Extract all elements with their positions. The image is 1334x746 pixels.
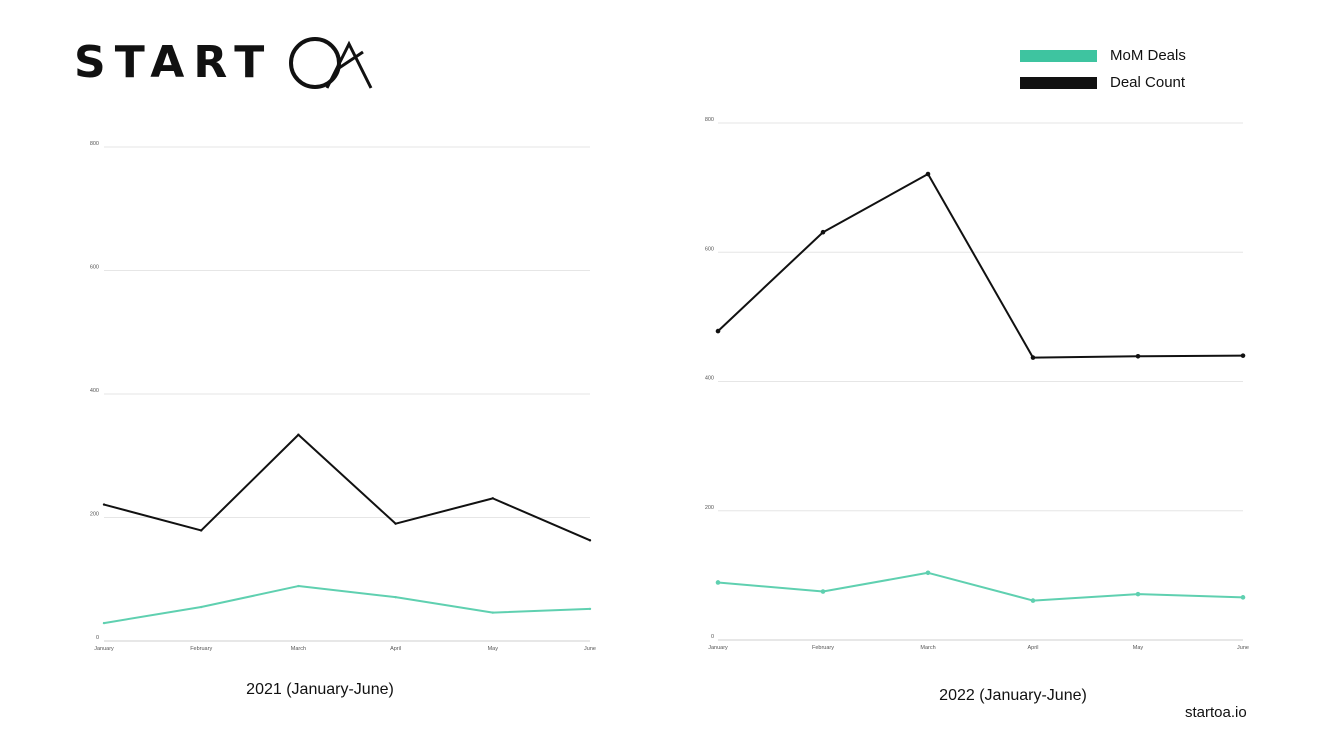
chart-2022-deal-count-point — [820, 229, 826, 235]
chart-2022-ytick-label: 800 — [705, 117, 714, 123]
chart-2021-mom-deals-point — [394, 595, 397, 599]
chart-2022-xtick-label: January — [708, 645, 728, 651]
chart-2021-xtick-label: March — [291, 646, 306, 652]
chart-2021-xtick-label: February — [190, 646, 212, 652]
chart-2021-xtick-label: April — [390, 646, 401, 652]
chart-2021-xtick-label: January — [94, 646, 114, 652]
chart-2021-deal-count-point — [588, 539, 592, 542]
legend-label-deal-count: Deal Count — [1110, 74, 1186, 91]
chart-2022-ytick-label: 0 — [711, 634, 714, 640]
chart-2021-mom-deals-point — [102, 621, 106, 625]
chart-2021-deal-count-point — [394, 522, 397, 525]
chart-2021-xtick-label: May — [488, 646, 499, 652]
chart-2022-deal-count-point — [1240, 353, 1246, 358]
chart-2022-xtick-label: February — [812, 645, 834, 651]
chart-2021-ytick-label: 200 — [90, 512, 99, 518]
chart-2021-mom-deals-line — [103, 585, 591, 625]
chart-2022-mom-deals-point — [925, 570, 931, 576]
chart-legend: MoM Deals Deal Count — [1020, 42, 1186, 96]
chart-2021-xtick-label: June — [584, 646, 596, 652]
chart-2021-caption: 2021 (January-June) — [246, 681, 394, 698]
legend-swatch-mom-deals — [1020, 49, 1097, 62]
chart-2022-mom-deals-point — [1030, 598, 1036, 603]
chart-2022-ytick-label: 600 — [705, 246, 714, 252]
chart-2021-deal-count-point — [297, 433, 300, 436]
chart-2022-xtick-label: April — [1027, 645, 1038, 651]
chart-2022-xtick-label: June — [1237, 645, 1249, 651]
chart-2021-ytick-label: 400 — [90, 388, 99, 394]
chart-2021-deal-count-point — [200, 529, 203, 532]
chart-2022-deal-count-point — [1135, 353, 1141, 359]
chart-2022-mom-deals-point — [820, 589, 826, 594]
legend-label-mom-deals: MoM Deals — [1110, 47, 1186, 64]
chart-2022-mom-deals-point — [1240, 595, 1246, 600]
legend-item-deal-count: Deal Count — [1020, 69, 1186, 96]
legend-item-mom-deals: MoM Deals — [1020, 42, 1186, 69]
chart-2022-ytick-label: 400 — [705, 376, 714, 382]
chart-2021-deal-count-line — [103, 433, 591, 542]
chart-2022-caption: 2022 (January-June) — [939, 687, 1087, 704]
footer-url: startoa.io — [1185, 704, 1247, 721]
chart-2021-ytick-label: 800 — [90, 141, 99, 147]
chart-2021-mom-deals-point — [491, 611, 494, 614]
chart-2022-deal-count-point — [925, 171, 931, 177]
chart-2022-xtick-label: March — [920, 645, 935, 651]
chart-2021-deal-count-point — [102, 503, 106, 506]
chart-2022-deal-count-line — [717, 173, 1244, 359]
chart-2021-ytick-label: 600 — [90, 265, 99, 271]
chart-2021-ytick-label: 0 — [96, 635, 99, 641]
logo-text: START — [74, 37, 274, 88]
chart-2022-xtick-label: May — [1133, 645, 1144, 651]
chart-2022-mom-deals-point — [1135, 591, 1141, 597]
chart-2022-mom-deals-line — [717, 571, 1244, 602]
chart-2022-ytick-label: 200 — [705, 505, 714, 511]
chart-2022-mom-deals-point — [715, 580, 721, 585]
chart-2022-deal-count-point — [1030, 355, 1036, 360]
chart-2021-mom-deals-point — [297, 584, 300, 588]
chart-2021-mom-deals-point — [200, 605, 203, 609]
oa-circle-logo-icon — [289, 37, 373, 89]
chart-2022-deal-count-point — [715, 328, 721, 334]
chart-2021-mom-deals-point — [588, 607, 592, 611]
chart-2021-deal-count-point — [491, 497, 494, 500]
logo: START — [74, 34, 373, 92]
legend-swatch-deal-count — [1020, 76, 1097, 89]
